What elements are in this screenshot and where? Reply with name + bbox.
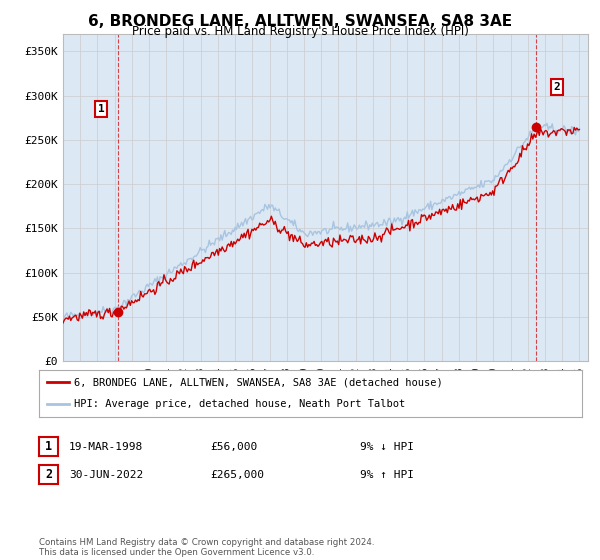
Text: 9% ↓ HPI: 9% ↓ HPI xyxy=(360,442,414,452)
Text: 30-JUN-2022: 30-JUN-2022 xyxy=(69,470,143,480)
Text: £56,000: £56,000 xyxy=(210,442,257,452)
Text: 9% ↑ HPI: 9% ↑ HPI xyxy=(360,470,414,480)
Text: 1: 1 xyxy=(45,440,52,454)
Text: 2: 2 xyxy=(45,468,52,482)
Text: 19-MAR-1998: 19-MAR-1998 xyxy=(69,442,143,452)
Text: HPI: Average price, detached house, Neath Port Talbot: HPI: Average price, detached house, Neat… xyxy=(74,399,406,409)
Text: 6, BRONDEG LANE, ALLTWEN, SWANSEA, SA8 3AE (detached house): 6, BRONDEG LANE, ALLTWEN, SWANSEA, SA8 3… xyxy=(74,377,443,388)
Text: 2: 2 xyxy=(554,82,560,92)
Text: Contains HM Land Registry data © Crown copyright and database right 2024.
This d: Contains HM Land Registry data © Crown c… xyxy=(39,538,374,557)
Text: £265,000: £265,000 xyxy=(210,470,264,480)
Text: 1: 1 xyxy=(98,104,104,114)
Text: 6, BRONDEG LANE, ALLTWEN, SWANSEA, SA8 3AE: 6, BRONDEG LANE, ALLTWEN, SWANSEA, SA8 3… xyxy=(88,14,512,29)
Text: Price paid vs. HM Land Registry's House Price Index (HPI): Price paid vs. HM Land Registry's House … xyxy=(131,25,469,38)
